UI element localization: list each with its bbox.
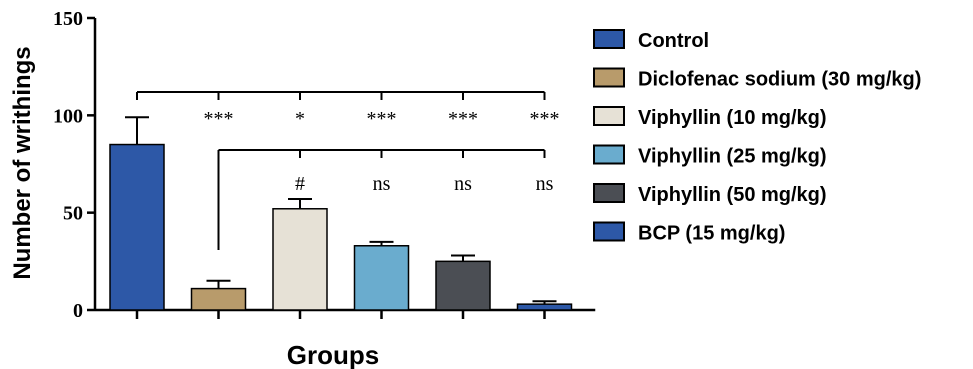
legend-label: Viphyllin (25 mg/kg) [638, 146, 827, 168]
legend-swatch [593, 221, 625, 242]
legend-swatch [593, 144, 625, 165]
legend-label: Viphyllin (10 mg/kg) [638, 107, 827, 129]
significance-label: ns [454, 173, 472, 195]
x-axis-title: Groups [287, 340, 379, 369]
bar [272, 208, 328, 311]
legend-swatch [593, 183, 625, 203]
y-tick-label: 50 [63, 203, 83, 225]
significance-label: ns [373, 173, 391, 195]
legend-label: Control [638, 30, 709, 52]
legend-swatch [593, 106, 625, 126]
bar [109, 143, 165, 311]
y-axis-title: Number of writhings [9, 46, 36, 279]
y-tick-label: 0 [73, 300, 83, 322]
bar [435, 260, 491, 311]
significance-label: *** [204, 108, 234, 130]
significance-label: *** [530, 108, 560, 130]
y-tick-label: 100 [53, 105, 83, 127]
significance-label: * [295, 108, 305, 130]
legend-label: Diclofenac sodium (30 mg/kg) [638, 69, 921, 91]
significance-label: *** [448, 108, 478, 130]
legend-swatch [593, 67, 625, 88]
legend-label: Viphyllin (50 mg/kg) [638, 184, 827, 206]
legend-swatch [593, 29, 625, 49]
significance-label: *** [367, 108, 397, 130]
bar [516, 303, 573, 311]
legend: Control Diclofenac sodium (30 mg/kg) Viphy… [593, 29, 921, 245]
y-tick-label: 150 [53, 8, 83, 30]
significance-label: # [295, 173, 305, 195]
legend-label: BCP (15 mg/kg) [638, 223, 785, 245]
significance-label: ns [536, 173, 554, 195]
bar [190, 287, 247, 311]
bar [353, 245, 410, 311]
